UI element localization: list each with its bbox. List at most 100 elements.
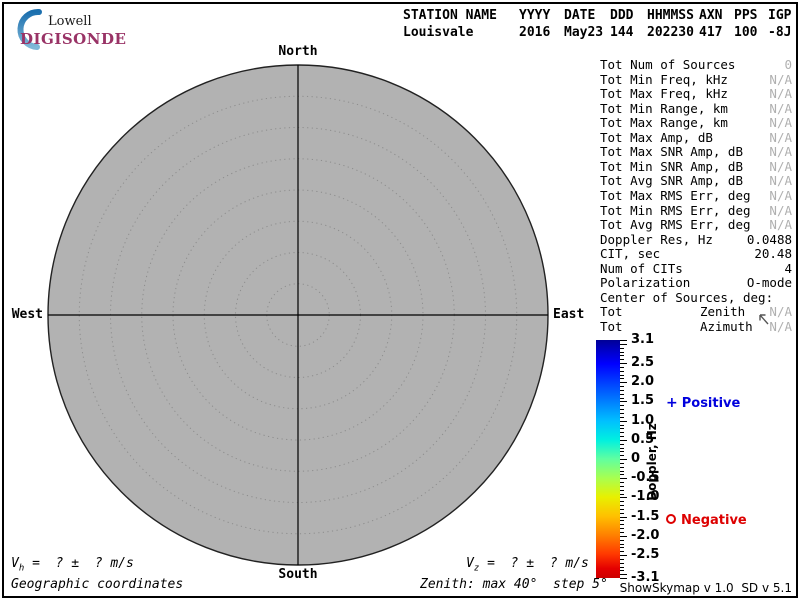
stats-label: CIT, sec — [600, 246, 661, 262]
colorbar-tick — [620, 439, 627, 441]
vh-var: V — [11, 556, 19, 571]
stats-row: Polarization O-mode — [600, 275, 792, 291]
colorbar-tick — [620, 535, 627, 537]
stats-label: Doppler Res, Hz — [600, 231, 713, 247]
stats-label: Tot Avg SNR Amp, dB — [600, 173, 743, 189]
colorbar-tick — [620, 524, 624, 526]
stats-value: 0 — [784, 57, 792, 72]
stats-value: N/A — [769, 115, 792, 131]
stats-mid-label: Azimuth — [700, 318, 753, 334]
colorbar-tick — [620, 393, 624, 395]
doppler-colorbar: 3.1 2.5 2.0 1.5 1.0 0.5 0 -0.5 -1.0 -1.5 -2.0 -2.5 -… — [596, 332, 796, 585]
colorbar-tick — [620, 401, 627, 403]
stats-value: N/A — [769, 202, 792, 218]
colorbar-tick — [620, 386, 624, 388]
stats-value: N/A — [769, 158, 792, 174]
stats-row: Tot Max Freq, kHz N/A — [600, 86, 792, 102]
colorbar-tick — [620, 558, 624, 560]
stats-value: N/A — [769, 217, 792, 233]
colorbar-tick — [620, 459, 627, 460]
compass-label-west: West — [11, 307, 43, 322]
negative-legend: Negative — [666, 513, 747, 528]
colorbar-tick — [620, 566, 624, 568]
stats-label: Tot — [600, 304, 623, 320]
colorbar-tick — [620, 347, 624, 349]
colorbar-tick — [620, 389, 624, 391]
header-col-value: -8J — [768, 25, 792, 40]
stats-label: Tot Min Range, km — [600, 100, 728, 116]
positive-legend: + Positive — [666, 395, 740, 411]
negative-legend-label: Negative — [681, 513, 747, 528]
stats-value: O-mode — [746, 275, 792, 291]
colorbar-tick — [620, 516, 627, 518]
colorbar-tick-label: 1.0 — [631, 412, 655, 428]
stats-row: Tot Min Range, km N/A — [600, 100, 792, 116]
colorbar-tick — [620, 340, 627, 341]
colorbar-tick — [620, 489, 624, 491]
colorbar-tick — [620, 497, 627, 499]
stats-value: N/A — [769, 71, 792, 87]
stats-row: Center of Sources, deg: — [600, 289, 792, 305]
colorbar-tick — [620, 409, 624, 411]
stats-label: Polarization — [600, 275, 691, 291]
compass-label-south: South — [278, 567, 318, 582]
colorbar-tick — [620, 570, 624, 572]
stats-value: N/A — [769, 304, 792, 320]
colorbar-tick — [620, 424, 624, 426]
vh-value: = ? ± ? m/s — [24, 556, 134, 571]
colorbar-tick-label: -1.0 — [631, 489, 660, 505]
colorbar-tick — [620, 555, 627, 556]
vz-velocity-readout: Vz = ? ± ? m/s — [466, 556, 589, 574]
colorbar-tick — [620, 528, 624, 530]
colorbar-tick — [620, 428, 624, 430]
vh-velocity-readout: Vh = ? ± ? m/s — [11, 556, 134, 574]
colorbar-tick — [620, 482, 624, 483]
stats-row: Tot Max RMS Err, deg N/A — [600, 188, 792, 203]
header-col-label: PPS — [734, 8, 758, 23]
colorbar-tick — [620, 443, 624, 445]
colorbar-axis-label: Doppler, Hz — [645, 423, 659, 501]
colorbar-tick — [620, 578, 627, 579]
colorbar-tick — [620, 470, 624, 472]
stats-label: Center of Sources, deg: — [600, 289, 774, 305]
stats-value: 20.48 — [754, 246, 792, 262]
logo-crescent-icon — [17, 8, 42, 50]
stats-row: Tot Avg SNR Amp, dB N/A — [600, 173, 792, 189]
colorbar-tick — [620, 520, 624, 522]
colorbar-tick — [620, 378, 624, 380]
colorbar-tick — [620, 397, 624, 399]
colorbar-tick — [620, 485, 624, 487]
colorbar-tick-label: -0.5 — [631, 470, 660, 486]
colorbar-tick — [620, 416, 624, 418]
header-col-label: STATION NAME — [403, 8, 497, 23]
stats-value: N/A — [769, 318, 792, 334]
version-label: ShowSkymap v 1.0 SD v 5.1 — [619, 581, 792, 595]
colorbar-tick-label: -2.5 — [631, 547, 660, 562]
colorbar-tick — [620, 543, 624, 545]
colorbar-tick — [620, 455, 624, 457]
colorbar-tick-label: -1.5 — [631, 508, 660, 524]
colorbar-tick — [620, 436, 624, 437]
compass-label-north: North — [278, 44, 318, 59]
colorbar-tick — [620, 462, 624, 464]
stats-label: Tot Max Freq, kHz — [600, 86, 728, 102]
stats-row: Tot Max Amp, dB N/A — [600, 129, 792, 145]
header-col-label: HHMMSS — [647, 8, 694, 23]
vz-value: = ? ± ? m/s — [479, 556, 589, 571]
logo-digisonde-text: DIGISONDE — [20, 30, 127, 48]
stats-label: Tot Max Amp, dB — [600, 129, 713, 145]
stats-row: Tot Azimuth N/A — [600, 318, 792, 334]
header-col-label: IGP — [768, 8, 792, 23]
header-col-value: 417 — [699, 25, 723, 40]
stats-label: Tot Num of Sources — [600, 57, 736, 72]
colorbar-tick-label: 1.5 — [631, 393, 655, 409]
colorbar-tick — [620, 420, 627, 422]
colorbar-tick — [620, 374, 624, 376]
stats-row: Doppler Res, Hz 0.0488 — [600, 231, 792, 247]
colorbar-tick — [620, 551, 624, 553]
header-col-value: May23 — [564, 25, 604, 40]
logo-lowell-text: Lowell — [48, 14, 92, 29]
colorbar-tick — [620, 478, 627, 480]
stats-value: N/A — [769, 144, 792, 160]
